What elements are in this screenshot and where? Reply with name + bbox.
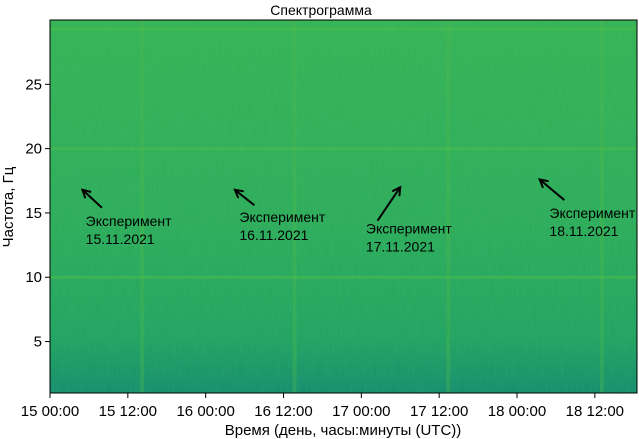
annotation-arrow-shaft [376,186,402,222]
y-axis: 5 10 15 20 25 [25,76,50,351]
annotations: Эксперимент 15.11.2021 Эксперимент 16.11.20… [80,178,636,255]
annotation-0: Эксперимент 15.11.2021 [80,188,172,247]
x-tick-label: 15 00:00 [21,403,79,420]
annotation-label: Эксперимент [86,213,172,229]
spectrogram-noise [50,20,637,393]
x-tick-label: 18 00:00 [488,403,546,420]
horizontal-bands [50,27,637,279]
y-axis-label: Частота, Гц [0,166,17,247]
horizontal-band-2 [50,275,637,279]
y-tick-label: 20 [25,141,42,158]
annotation-date: 18.11.2021 [549,223,618,239]
annotation-date: 17.11.2021 [366,239,435,255]
x-axis-label: Время (день, часы:минуты (UTC)) [225,422,462,439]
horizontal-band-0 [50,27,637,31]
annotation-label: Эксперимент [239,209,325,225]
annotation-label: Эксперимент [366,221,452,237]
annotation-arrow-shaft [81,189,103,209]
x-tick-label: 17 00:00 [332,403,390,420]
annotation-arrow-head [538,178,549,189]
annotation-arrow-head [80,188,92,199]
annotation-label: Эксперимент [549,205,635,221]
annotation-arrow-head [391,185,402,197]
y-tick-label: 5 [34,334,42,351]
horizontal-band-1 [50,147,637,151]
annotation-arrow-head [233,188,244,199]
annotation-1: Эксперимент 16.11.2021 [233,188,326,243]
annotation-arrow-shaft [539,178,565,201]
x-tick-label: 18 12:00 [566,403,624,420]
x-tick-label: 16 12:00 [254,403,312,420]
annotation-2: Эксперимент 17.11.2021 [366,185,452,255]
plot-area [49,19,638,394]
annotation-arrow-shaft [234,188,255,206]
vertical-bands [140,20,604,393]
vertical-band-3 [599,20,604,393]
x-tick-label: 16 00:00 [176,403,234,420]
annotation-date: 15.11.2021 [86,231,155,247]
annotation-3: Эксперимент 18.11.2021 [538,178,636,239]
x-tick-label: 17 12:00 [410,403,468,420]
chart-title: Спектрограмма [270,2,372,18]
y-tick-label: 15 [25,205,42,222]
x-tick-label: 15 12:00 [99,403,157,420]
y-tick-label: 25 [25,76,42,93]
vertical-band-2 [446,20,451,393]
plot-frame [49,19,638,394]
y-tick-label: 10 [25,269,42,286]
x-axis: 15 00:00 15 12:00 16 00:00 16 12:00 17 00:00… [21,393,624,420]
vertical-band-1 [292,20,297,393]
vertical-band-0 [140,20,145,393]
annotation-date: 16.11.2021 [239,227,308,243]
